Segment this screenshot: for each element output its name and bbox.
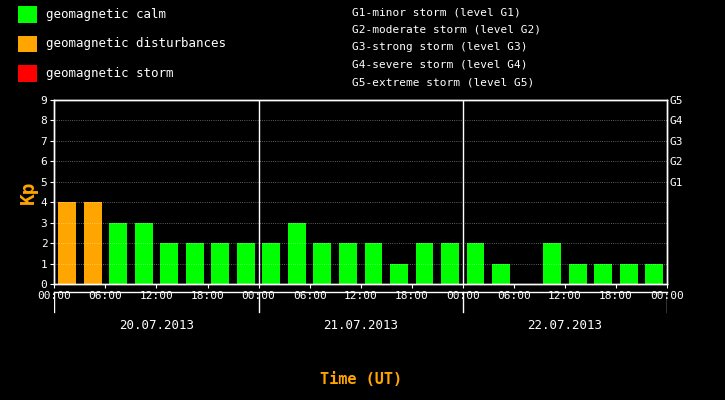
Bar — [620, 264, 638, 284]
Bar — [109, 223, 127, 284]
Text: Time (UT): Time (UT) — [320, 372, 402, 387]
Bar — [492, 264, 510, 284]
Text: G5-extreme storm (level G5): G5-extreme storm (level G5) — [352, 77, 534, 87]
Bar — [160, 243, 178, 284]
Bar — [135, 223, 153, 284]
Text: geomagnetic calm: geomagnetic calm — [46, 8, 166, 21]
Bar — [365, 243, 382, 284]
Bar — [288, 223, 306, 284]
Bar — [467, 243, 484, 284]
Bar — [415, 243, 434, 284]
Text: 22.07.2013: 22.07.2013 — [527, 319, 602, 332]
Bar — [441, 243, 459, 284]
Text: G1-minor storm (level G1): G1-minor storm (level G1) — [352, 7, 521, 17]
Bar — [262, 243, 281, 284]
Text: G4-severe storm (level G4): G4-severe storm (level G4) — [352, 60, 527, 70]
Text: G3-strong storm (level G3): G3-strong storm (level G3) — [352, 42, 527, 52]
Bar — [339, 243, 357, 284]
Bar — [18, 36, 37, 52]
Bar — [237, 243, 254, 284]
Bar — [58, 202, 76, 284]
Text: 20.07.2013: 20.07.2013 — [119, 319, 194, 332]
Bar — [645, 264, 663, 284]
Bar — [212, 243, 229, 284]
Bar — [594, 264, 612, 284]
Bar — [83, 202, 102, 284]
Bar — [186, 243, 204, 284]
Text: 21.07.2013: 21.07.2013 — [323, 319, 398, 332]
Y-axis label: Kp: Kp — [19, 180, 38, 204]
Bar — [568, 264, 587, 284]
Text: G2-moderate storm (level G2): G2-moderate storm (level G2) — [352, 25, 541, 35]
Bar — [18, 6, 37, 23]
Bar — [18, 65, 37, 82]
Text: geomagnetic storm: geomagnetic storm — [46, 66, 173, 80]
Bar — [390, 264, 408, 284]
Bar — [313, 243, 331, 284]
Text: geomagnetic disturbances: geomagnetic disturbances — [46, 37, 225, 50]
Bar — [543, 243, 561, 284]
